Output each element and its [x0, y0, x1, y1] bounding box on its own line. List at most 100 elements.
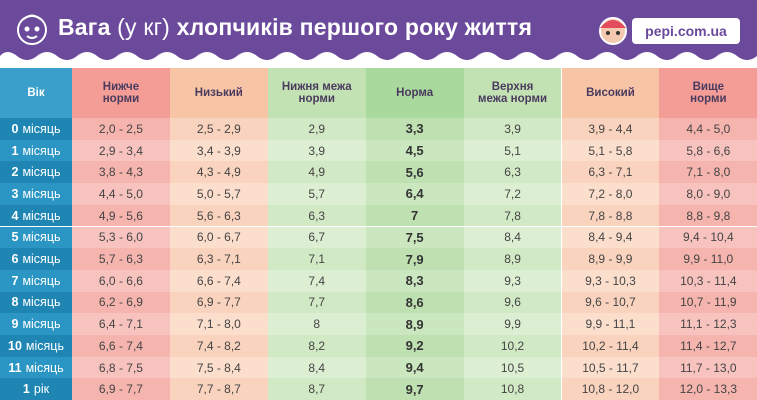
value-cell: 10,5 [463, 356, 562, 379]
column-header: Низький [169, 68, 268, 118]
value-cell: 5,7 [267, 183, 366, 205]
age-cell: 1 місяць [0, 139, 72, 162]
value-cell: 4,3 - 4,9 [169, 161, 268, 184]
value-cell: 4,9 - 5,6 [72, 204, 170, 227]
value-cell: 7,8 [463, 204, 562, 227]
value-cell: 11,7 - 13,0 [659, 356, 757, 379]
age-cell: 5 місяць [0, 226, 72, 249]
age-cell: 10 місяць [0, 335, 72, 357]
value-cell: 3,9 - 4,4 [561, 118, 660, 140]
age-number: 1 [22, 382, 30, 397]
value-cell: 10,8 - 12,0 [561, 378, 660, 400]
value-cell: 7,5 - 8,4 [169, 356, 268, 379]
title-unit: (у кг) [117, 14, 171, 40]
age-number: 8 [11, 295, 19, 310]
title-end: хлопчиків першого року життя [176, 14, 533, 40]
value-cell: 7,9 [365, 248, 464, 270]
age-number: 7 [11, 273, 19, 288]
value-cell: 2,5 - 2,9 [169, 118, 268, 140]
value-cell: 10,8 [463, 378, 562, 400]
value-cell: 6,9 - 7,7 [169, 291, 268, 314]
value-cell: 7,2 - 8,0 [561, 183, 660, 205]
value-cell: 5,0 - 5,7 [169, 183, 268, 205]
value-cell: 8,3 [365, 269, 464, 292]
value-cell: 6,4 - 7,1 [72, 313, 170, 335]
age-unit: місяць [22, 230, 61, 245]
age-unit: місяць [22, 165, 61, 180]
value-cell: 3,9 [267, 139, 366, 162]
value-cell: 5,6 - 6,3 [169, 204, 268, 227]
value-cell: 8 [267, 313, 366, 335]
column-header: Норма [365, 68, 464, 118]
age-unit: місяць [22, 317, 61, 332]
age-unit: місяць [22, 273, 61, 288]
value-cell: 2,0 - 2,5 [72, 118, 170, 140]
age-cell: 2 місяць [0, 161, 72, 184]
column-header: Вік [0, 68, 72, 118]
value-cell: 7,7 - 8,7 [169, 378, 268, 400]
value-cell: 6,9 - 7,7 [72, 378, 170, 400]
value-cell: 9,3 - 10,3 [561, 269, 660, 292]
value-cell: 6,2 - 6,9 [72, 291, 170, 314]
age-unit: місяць [22, 252, 61, 267]
age-cell: 9 місяць [0, 313, 72, 335]
value-cell: 4,5 [365, 139, 464, 162]
age-number: 9 [11, 317, 19, 332]
value-cell: 5,8 - 6,6 [659, 139, 757, 162]
value-cell: 8,4 [463, 226, 562, 249]
age-number: 5 [11, 230, 19, 245]
age-cell: 0 місяць [0, 118, 72, 140]
value-cell: 6,0 - 6,7 [169, 226, 268, 249]
value-cell: 6,6 - 7,4 [72, 335, 170, 357]
value-cell: 9,7 [365, 378, 464, 400]
value-cell: 9,9 [463, 313, 562, 335]
logo[interactable]: pepi.com.ua [632, 18, 740, 44]
value-cell: 9,6 - 10,7 [561, 291, 660, 314]
value-cell: 4,9 [267, 161, 366, 184]
age-unit: рік [33, 382, 50, 397]
value-cell: 6,3 [463, 161, 562, 184]
age-number: 10 [8, 338, 22, 353]
column-header: Верхня межа норми [463, 68, 562, 118]
value-cell: 6,6 - 7,4 [169, 269, 268, 292]
value-cell: 6,3 [267, 204, 366, 227]
age-number: 11 [8, 360, 22, 375]
value-cell: 6,8 - 7,5 [72, 356, 170, 379]
value-cell: 7,4 - 8,2 [169, 335, 268, 357]
value-cell: 6,4 [365, 183, 464, 205]
logo-icon [599, 17, 627, 45]
value-cell: 7,2 [463, 183, 562, 205]
age-number: 1 [11, 143, 19, 158]
value-cell: 8,4 - 9,4 [561, 226, 660, 249]
value-cell: 7,1 - 8,0 [659, 161, 757, 184]
age-number: 6 [11, 252, 19, 267]
age-unit: місяць [22, 121, 61, 136]
value-cell: 8,6 [365, 291, 464, 314]
title-start: Вага [58, 14, 111, 40]
value-cell: 9,3 [463, 269, 562, 292]
age-cell: 6 місяць [0, 248, 72, 270]
value-cell: 10,7 - 11,9 [659, 291, 757, 314]
value-cell: 7,1 [267, 248, 366, 270]
age-unit: місяць [25, 360, 64, 375]
value-cell: 10,5 - 11,7 [561, 356, 660, 379]
value-cell: 9,9 - 11,0 [659, 248, 757, 270]
age-cell: 4 місяць [0, 204, 72, 227]
column-header: Нижня межа норми [267, 68, 366, 118]
value-cell: 8,9 - 9,9 [561, 248, 660, 270]
value-cell: 4,4 - 5,0 [72, 183, 170, 205]
value-cell: 6,3 - 7,1 [169, 248, 268, 270]
value-cell: 7,4 [267, 269, 366, 292]
value-cell: 9,9 - 11,1 [561, 313, 660, 335]
value-cell: 3,8 - 4,3 [72, 161, 170, 184]
value-cell: 8,7 [267, 378, 366, 400]
value-cell: 9,6 [463, 291, 562, 314]
age-cell: 3 місяць [0, 183, 72, 205]
value-cell: 8,4 [267, 356, 366, 379]
column-header: Високий [561, 68, 660, 118]
value-cell: 8,9 [365, 313, 464, 335]
age-cell: 1 рік [0, 378, 72, 400]
value-cell: 5,7 - 6,3 [72, 248, 170, 270]
value-cell: 3,4 - 3,9 [169, 139, 268, 162]
